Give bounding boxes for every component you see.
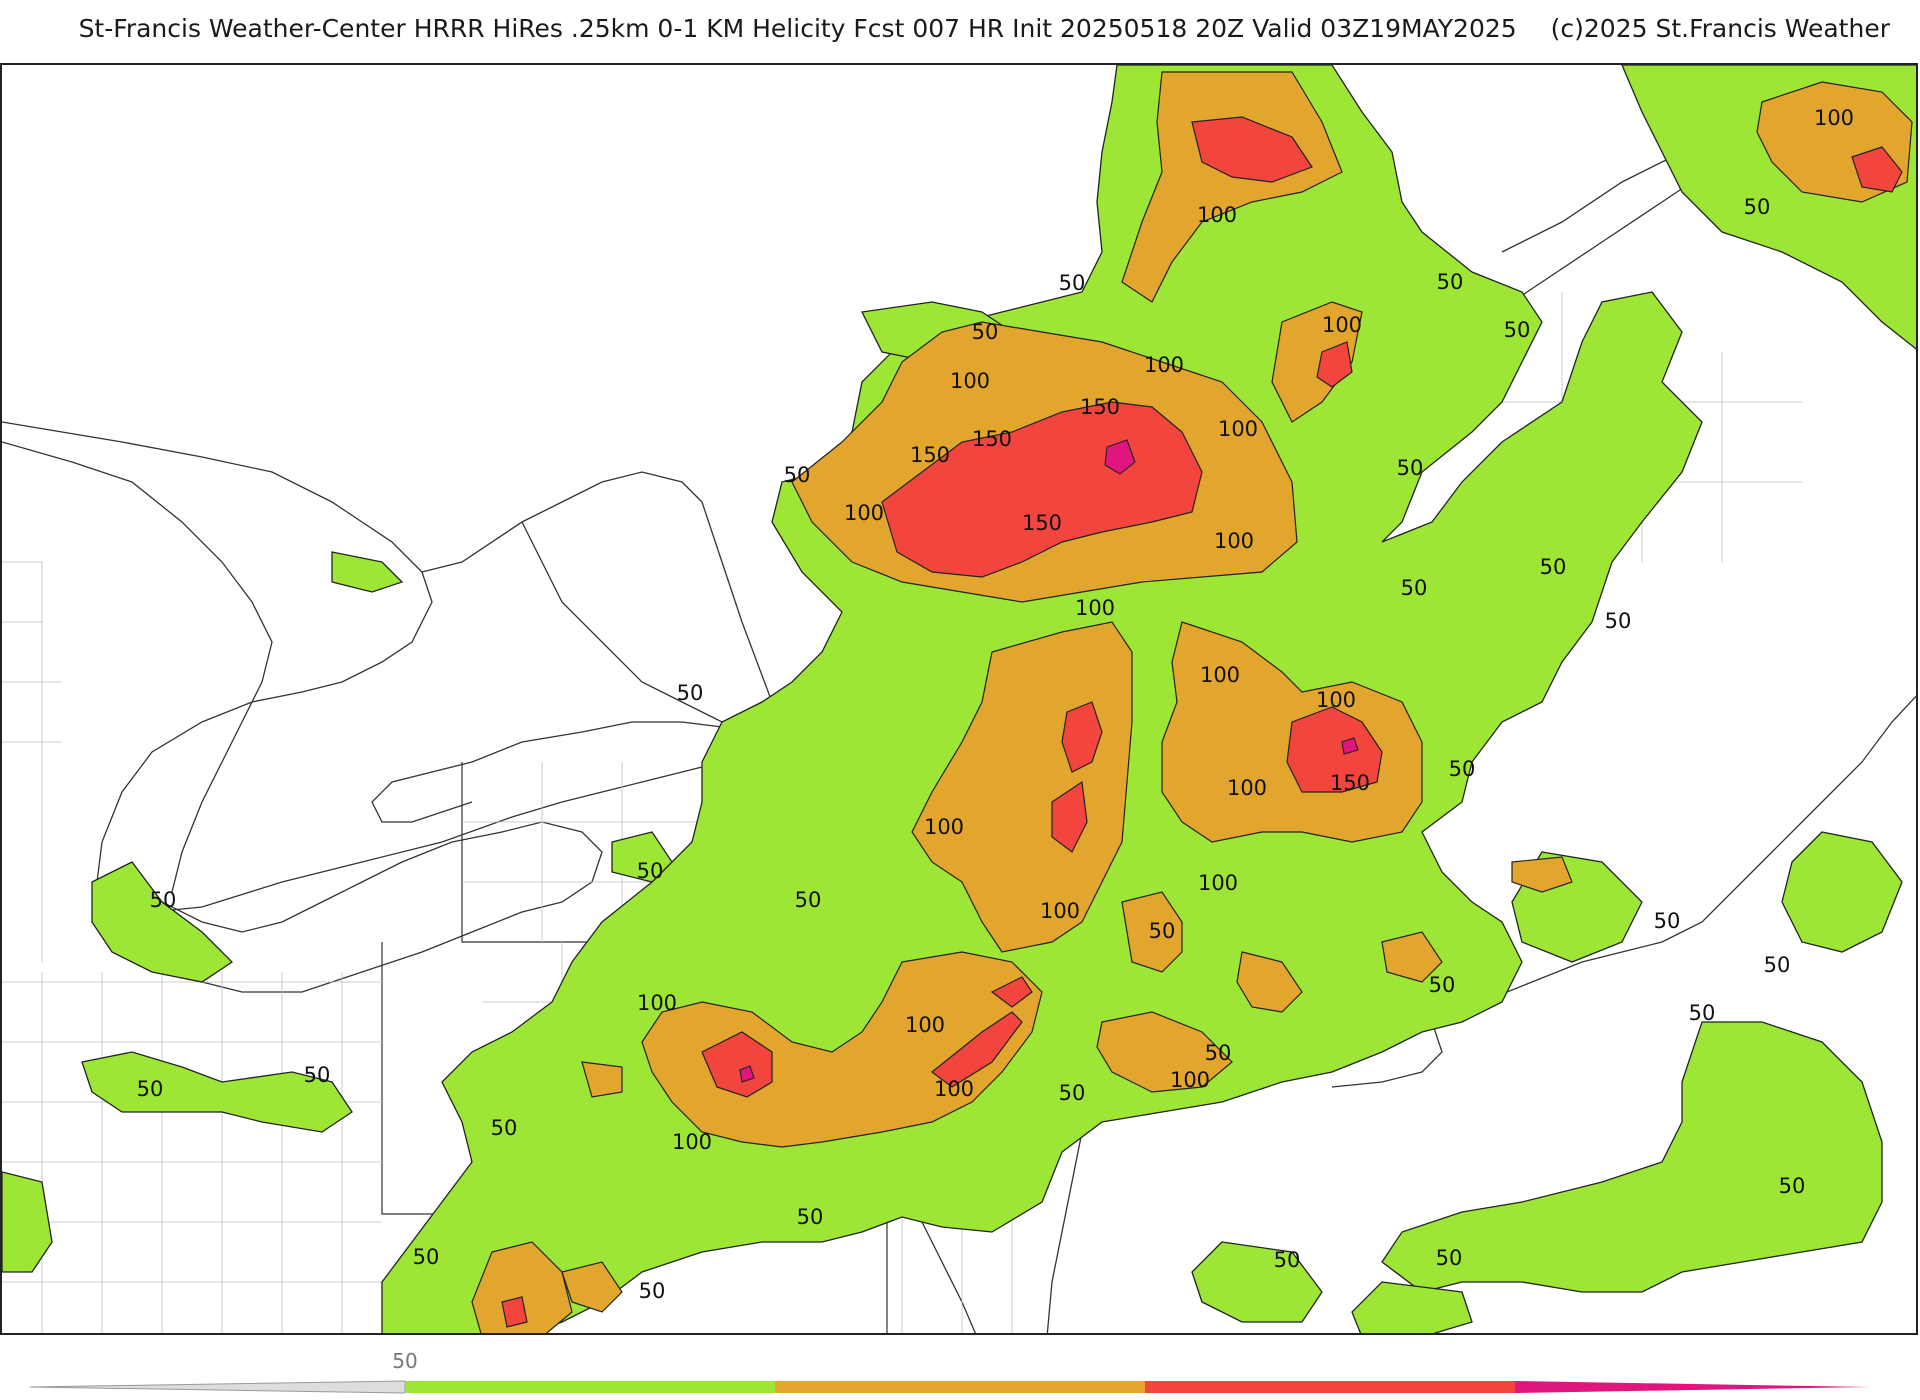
legend-swatch-150 <box>1145 1381 1515 1393</box>
contour-label: 50 <box>1437 270 1464 294</box>
contour-label: 50 <box>1654 909 1681 933</box>
contour-label: 100 <box>1814 106 1854 130</box>
contour-label: 150 <box>910 443 950 467</box>
contour-label: 100 <box>950 369 990 393</box>
contour-label: 50 <box>1764 953 1791 977</box>
contour-label: 100 <box>1075 596 1115 620</box>
contour-label: 100 <box>1316 688 1356 712</box>
contour-label: 100 <box>672 1130 712 1154</box>
contour-label: 50 <box>1436 1246 1463 1270</box>
contour-label: 50 <box>150 888 177 912</box>
contour-label: 150 <box>1022 511 1062 535</box>
contour-label: 50 <box>1779 1174 1806 1198</box>
map-title: St-Francis Weather-Center HRRR HiRes .25… <box>0 14 1890 43</box>
contour-label: 100 <box>905 1013 945 1037</box>
contour-label: 50 <box>304 1063 331 1087</box>
contour-labels-layer: 100 50 50 100 50 50 100 50 100 100 150 150 150 100 50 1… <box>137 106 1854 1303</box>
legend-swatch-50 <box>405 1381 775 1393</box>
contour-label: 50 <box>1744 195 1771 219</box>
contour-label: 50 <box>137 1077 164 1101</box>
contour-label: 100 <box>1198 871 1238 895</box>
legend-swatch-100 <box>775 1381 1145 1393</box>
helicity-map: 100 50 50 100 50 50 100 50 100 100 150 150 150 100 50 1… <box>0 63 1918 1335</box>
contour-label: 100 <box>637 991 677 1015</box>
contour-label: 50 <box>1401 576 1428 600</box>
contour-label: 50 <box>491 1116 518 1140</box>
contour-label: 100 <box>844 501 884 525</box>
contour-label: 50 <box>1274 1248 1301 1272</box>
title-text: St-Francis Weather-Center HRRR HiRes .25… <box>78 14 1517 43</box>
legend-under-arrow <box>29 1380 406 1394</box>
contour-label: 150 <box>1330 771 1370 795</box>
contour-label: 100 <box>934 1077 974 1101</box>
contour-label: 50 <box>1540 555 1567 579</box>
legend-tick-label: 50 <box>392 1349 417 1373</box>
contour-label: 50 <box>795 888 822 912</box>
contour-label: 50 <box>1059 1081 1086 1105</box>
contour-label: 100 <box>1040 899 1080 923</box>
contour-label: 100 <box>1200 663 1240 687</box>
helicity-200-layer <box>739 439 1359 1083</box>
contour-label: 100 <box>1227 776 1267 800</box>
contour-label: 50 <box>1397 456 1424 480</box>
contour-label: 50 <box>784 463 811 487</box>
contour-label: 50 <box>413 1245 440 1269</box>
contour-label: 50 <box>639 1279 666 1303</box>
contour-label: 50 <box>1059 271 1086 295</box>
contour-label: 50 <box>637 859 664 883</box>
contour-label: 100 <box>1214 529 1254 553</box>
contour-label: 50 <box>972 320 999 344</box>
helicity-50-layer <box>2 65 1916 1333</box>
contour-label: 50 <box>677 681 704 705</box>
contour-label: 150 <box>972 427 1012 451</box>
contour-label: 50 <box>1429 973 1456 997</box>
contour-label: 100 <box>1218 417 1258 441</box>
contour-label: 100 <box>1197 203 1237 227</box>
contour-label: 100 <box>1144 353 1184 377</box>
contour-label: 50 <box>1689 1001 1716 1025</box>
color-legend: 50 <box>29 1349 1870 1394</box>
map-canvas: 100 50 50 100 50 50 100 50 100 100 150 150 150 100 50 1… <box>2 65 1916 1333</box>
contour-label: 50 <box>1449 757 1476 781</box>
contour-label: 100 <box>924 815 964 839</box>
contour-label: 150 <box>1080 395 1120 419</box>
contour-label: 100 <box>1322 313 1362 337</box>
legend-swatch-200-arrow <box>1515 1381 1870 1393</box>
contour-label: 50 <box>1504 318 1531 342</box>
contour-label: 50 <box>1149 919 1176 943</box>
contour-label: 50 <box>797 1205 824 1229</box>
contour-label: 50 <box>1605 609 1632 633</box>
copyright-text: (c)2025 St.Francis Weather <box>1550 14 1890 43</box>
contour-label: 50 <box>1205 1041 1232 1065</box>
contour-label: 100 <box>1170 1068 1210 1092</box>
